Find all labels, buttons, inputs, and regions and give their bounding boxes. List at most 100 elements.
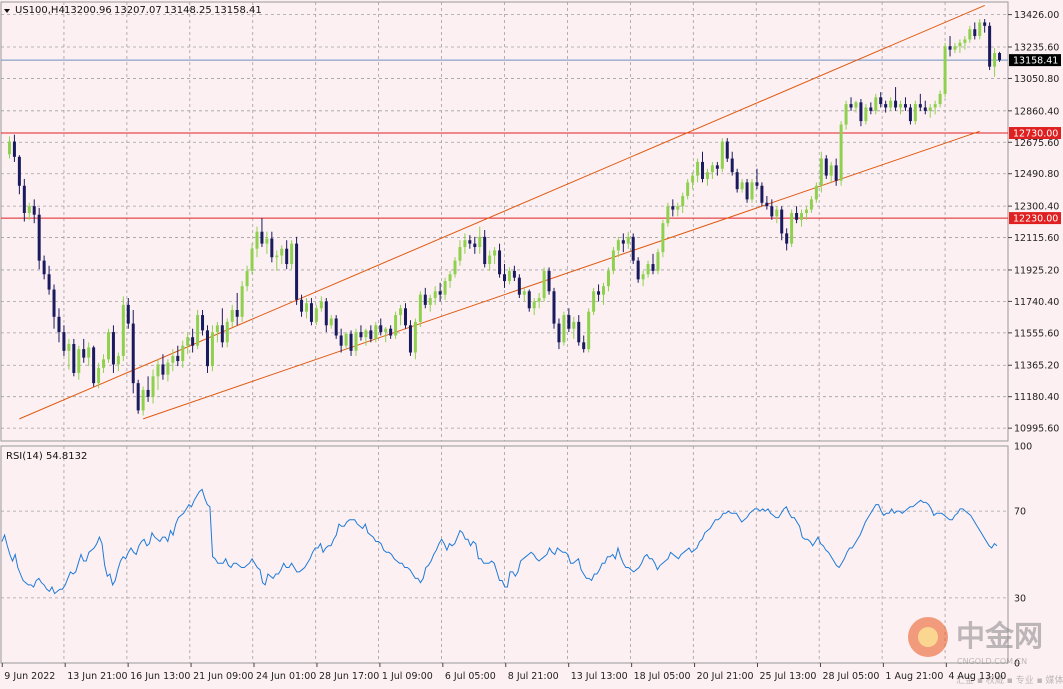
candle-body xyxy=(804,209,808,213)
candle-body xyxy=(498,250,502,275)
candle-body xyxy=(953,46,957,50)
candle-body xyxy=(438,291,442,295)
candle-body xyxy=(87,347,91,358)
candle-body xyxy=(473,243,477,248)
time-tick-label: 20 Jul 21:00 xyxy=(697,671,754,682)
candle-body xyxy=(800,212,804,220)
candle-body xyxy=(141,389,145,411)
time-tick-label: 16 Jun 13:00 xyxy=(130,671,190,682)
candle-body xyxy=(715,165,719,169)
candle-body xyxy=(864,107,868,122)
candle-body xyxy=(468,240,472,244)
rsi-tick-label: 30 xyxy=(1014,593,1026,604)
candle-body xyxy=(567,315,571,329)
price-tick-label: 11740.40 xyxy=(1014,297,1059,308)
rsi-line xyxy=(1,488,998,595)
candle-body xyxy=(374,325,378,339)
candle-body xyxy=(824,158,828,176)
collapse-triangle-icon[interactable] xyxy=(4,9,10,13)
candle-body xyxy=(67,344,71,351)
candle-body xyxy=(483,236,487,265)
upper-trend-line[interactable] xyxy=(19,4,985,420)
candle-body xyxy=(532,301,536,309)
candle-body xyxy=(998,53,1002,61)
candle-body xyxy=(186,337,190,346)
time-tick-label: 24 Jun 01:00 xyxy=(256,671,316,682)
candle-body xyxy=(587,311,591,350)
candle-body xyxy=(552,291,556,324)
candle-body xyxy=(651,264,655,271)
price-tick-label: 11365.20 xyxy=(1014,361,1059,372)
candle-body xyxy=(725,141,729,159)
candle-body xyxy=(225,321,229,343)
candle-body xyxy=(903,104,907,108)
time-axis[interactable]: 9 Jun 2022 13 Jun 21:00 16 Jun 13:00 21 Jun… xyxy=(1,663,1006,682)
price-panel-frame xyxy=(0,1,1009,442)
watermark-name: 中金网 xyxy=(956,619,1043,653)
candle-body xyxy=(621,240,625,244)
candle-body xyxy=(844,104,848,125)
candle-body xyxy=(913,104,917,122)
candle-body xyxy=(354,332,358,351)
candle-body xyxy=(408,325,412,353)
candle-body xyxy=(814,185,818,200)
candle-body xyxy=(255,231,259,249)
candle-body xyxy=(191,337,195,346)
candle-body xyxy=(443,281,447,295)
candle-body xyxy=(126,304,130,324)
candle-body xyxy=(542,270,546,299)
candle-body xyxy=(413,321,417,353)
candle-body xyxy=(379,325,383,333)
candle-body xyxy=(597,291,601,295)
price-tick-label: 13426.00 xyxy=(1014,10,1059,21)
candle-body xyxy=(275,255,279,258)
candle-body xyxy=(161,364,165,375)
price-tick-label: 13235.60 xyxy=(1014,42,1059,53)
candle-body xyxy=(958,42,962,47)
candle-body xyxy=(121,304,125,356)
candle-body xyxy=(77,349,81,373)
candle-body xyxy=(908,107,912,122)
candle-body xyxy=(666,206,670,224)
candle-body xyxy=(512,270,516,278)
candle-body xyxy=(250,248,254,271)
open-value: 13200.96 xyxy=(64,5,112,16)
candle-body xyxy=(730,158,734,173)
candle-body xyxy=(522,291,526,295)
price-tick-label: 10995.60 xyxy=(1014,424,1059,435)
candle-body xyxy=(37,214,41,261)
time-tick-label: 18 Jul 05:00 xyxy=(634,671,691,682)
candle-body xyxy=(527,291,531,309)
candle-body xyxy=(57,316,61,333)
candle-body xyxy=(705,172,709,179)
rsi-tick-label: 100 xyxy=(1014,442,1032,453)
candle-body xyxy=(394,315,398,336)
price-tick-label: 11555.60 xyxy=(1014,328,1059,339)
candle-body xyxy=(428,298,432,305)
candle-body xyxy=(384,328,388,333)
candle-body xyxy=(839,124,843,181)
price-tick-label: 11180.40 xyxy=(1014,392,1059,403)
candle-body xyxy=(309,303,313,322)
candle-body xyxy=(201,315,205,331)
candle-body xyxy=(681,195,685,207)
candle-body xyxy=(765,202,769,207)
time-tick-label: 28 Jun 17:00 xyxy=(319,671,379,682)
candle-body xyxy=(750,182,754,200)
candle-body xyxy=(102,359,106,368)
candle-body xyxy=(240,286,244,317)
candle-body xyxy=(42,260,46,275)
candle-body xyxy=(626,236,630,244)
time-tick-label: 8 Jul 21:00 xyxy=(508,671,559,682)
price-axis[interactable]: 13426.00 13235.60 13050.80 12860.40 12675.60… xyxy=(1008,10,1059,435)
candle-body xyxy=(136,383,140,411)
candle-body xyxy=(557,323,561,343)
candle-body xyxy=(92,347,96,384)
svg-text:12230.00: 12230.00 xyxy=(1013,214,1058,225)
time-tick-label: 1 Jul 09:00 xyxy=(382,671,433,682)
candle-body xyxy=(735,172,739,190)
candle-body xyxy=(829,165,833,176)
candle-body xyxy=(943,46,947,94)
candle-body xyxy=(339,335,343,346)
